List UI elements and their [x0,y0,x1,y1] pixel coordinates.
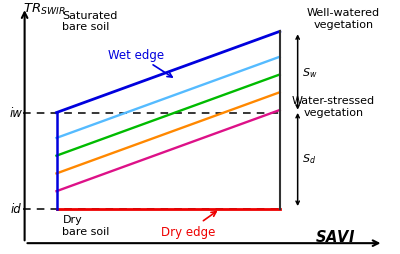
Text: Dry
bare soil: Dry bare soil [62,214,110,236]
Text: Wet edge: Wet edge [108,48,172,78]
Text: Dry edge: Dry edge [161,212,216,238]
Text: iw: iw [10,107,22,120]
Text: Well-watered
vegetation: Well-watered vegetation [307,8,380,30]
Text: $S_w$: $S_w$ [302,66,317,80]
Text: $S_d$: $S_d$ [302,152,316,165]
Text: $\mathit{TR}_{\mathit{SWIR}}$: $\mathit{TR}_{\mathit{SWIR}}$ [23,2,65,17]
Text: id: id [10,203,21,216]
Text: $\bfit{SAVI}$: $\bfit{SAVI}$ [315,229,356,244]
Text: Saturated
bare soil: Saturated bare soil [62,11,118,32]
Text: Water-stressed
vegetation: Water-stressed vegetation [292,96,375,118]
